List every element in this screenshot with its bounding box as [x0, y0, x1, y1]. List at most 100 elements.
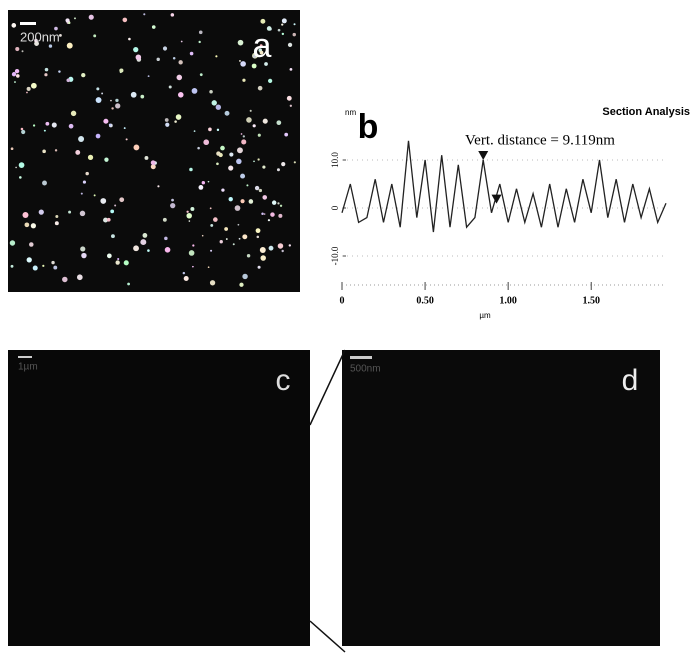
particle [151, 25, 156, 29]
particle [79, 210, 86, 217]
particle [254, 185, 260, 191]
particle [257, 85, 263, 91]
particle [85, 171, 89, 176]
particle [95, 97, 102, 103]
particle [198, 40, 201, 44]
particle [104, 157, 109, 162]
particle [51, 122, 57, 128]
particle [213, 217, 218, 222]
scale-bar-label: 200nm [20, 29, 60, 44]
particle [111, 107, 114, 110]
particle [88, 14, 94, 20]
particle [262, 118, 268, 124]
particle [209, 280, 216, 286]
particle [224, 110, 230, 116]
particle [289, 68, 293, 71]
particle [188, 220, 191, 222]
image-c [8, 350, 310, 646]
particle [150, 160, 156, 166]
x-tick-label: 0.50 [416, 295, 434, 306]
particle [188, 250, 195, 256]
particle [259, 247, 266, 253]
particle [140, 94, 145, 99]
particle [192, 244, 195, 247]
particle [284, 132, 289, 137]
particle [75, 150, 81, 155]
particle [93, 194, 96, 197]
particle [103, 118, 109, 124]
particle [279, 204, 283, 207]
particle [221, 188, 225, 192]
particle [240, 133, 243, 135]
particle [215, 55, 218, 58]
particle [42, 149, 46, 154]
particle [177, 92, 184, 98]
particle [271, 200, 277, 205]
image-d [342, 350, 660, 646]
particle [242, 78, 246, 82]
particle [174, 120, 177, 123]
particle [224, 227, 229, 231]
particle [270, 212, 275, 217]
particle [11, 72, 17, 77]
particle [240, 199, 245, 204]
particle [281, 249, 284, 253]
particle [30, 223, 36, 229]
particle [147, 75, 150, 78]
particle [122, 17, 128, 23]
particle [239, 59, 241, 62]
particle [164, 247, 171, 253]
particle [143, 13, 146, 16]
particle [190, 206, 195, 211]
particle [171, 198, 174, 202]
profile-line [341, 140, 667, 233]
particle [68, 21, 71, 25]
particle [53, 265, 58, 270]
particle [257, 133, 261, 137]
particle [252, 55, 256, 58]
particle [186, 210, 189, 213]
particle [242, 273, 248, 280]
particle [48, 44, 53, 48]
particle [34, 38, 38, 43]
particle [123, 260, 129, 266]
particle [14, 68, 20, 74]
annotation: Vert. distance = 9.119nm [465, 132, 615, 148]
particle [128, 37, 131, 41]
particle [198, 30, 203, 35]
particle [201, 234, 204, 237]
particle [119, 197, 125, 203]
particle [44, 73, 48, 77]
particle [127, 282, 130, 286]
particle [239, 282, 244, 287]
particle [264, 62, 268, 66]
particle [68, 123, 74, 129]
particle [259, 44, 263, 48]
particle [55, 214, 59, 218]
panel-label: a [253, 27, 272, 65]
particle [32, 265, 38, 271]
panel-label: d [622, 364, 639, 397]
particle [237, 147, 243, 154]
particle [156, 57, 160, 62]
particle [220, 145, 225, 151]
particle [281, 18, 287, 24]
particle [191, 88, 198, 94]
x-axis-label: µm [479, 311, 491, 320]
particle [76, 274, 83, 281]
particle [170, 13, 175, 17]
particle [216, 128, 220, 132]
particle [208, 127, 212, 132]
particle [186, 212, 192, 219]
particle [22, 211, 29, 218]
particle [182, 271, 186, 275]
particle [42, 264, 45, 267]
panel-label: b [358, 108, 379, 146]
particle [26, 86, 31, 91]
particle [30, 82, 37, 89]
particle [286, 95, 292, 101]
chart-title: Section Analysis [602, 106, 690, 118]
particle [242, 234, 248, 240]
particle [278, 213, 283, 218]
particle [115, 98, 119, 103]
